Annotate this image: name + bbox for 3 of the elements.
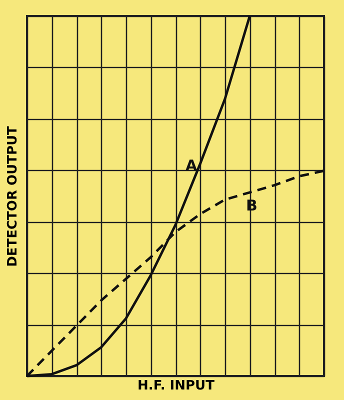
series-label: A (185, 156, 198, 175)
x-axis-title: H.F. INPUT (138, 378, 215, 394)
y-axis-title: DETECTOR OUTPUT (6, 126, 20, 267)
